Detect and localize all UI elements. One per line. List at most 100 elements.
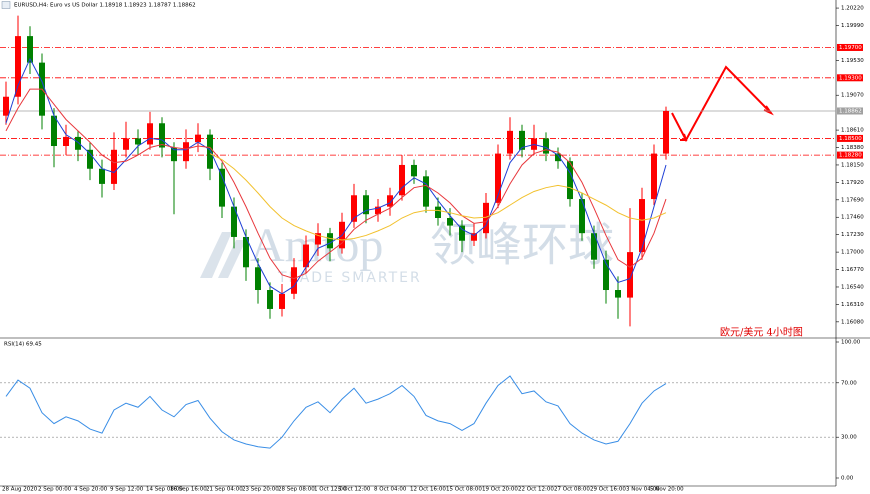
y-tick-label: 1.18610 (841, 128, 864, 134)
y-tick-label: 1.17460 (841, 215, 864, 221)
candle-body (567, 161, 573, 200)
candle-body (15, 36, 21, 97)
rsi-line (5, 375, 667, 449)
candle-body (207, 134, 213, 169)
x-tick-label: 9 Sep 12:00 (110, 487, 144, 493)
x-tick-label: 4 Sep 20:00 (74, 487, 108, 493)
x-tick-label: 5 Oct 12:00 (338, 487, 371, 493)
y-tick-label: 100.00 (841, 340, 861, 346)
y-tick-label: 1.17000 (841, 250, 864, 256)
candle-body (111, 149, 117, 184)
candle-body (555, 153, 561, 162)
candle-body (459, 225, 465, 241)
candle-body (507, 130, 513, 154)
candle-body (243, 236, 249, 268)
moving-average (5, 88, 667, 280)
candle-body (579, 199, 585, 234)
candle-body (543, 138, 549, 154)
candle-body (495, 153, 501, 203)
candle-body (147, 123, 153, 145)
candle-body (219, 168, 225, 207)
price-level-label: 1.18500 (839, 136, 862, 142)
symbol-icon (1, 1, 11, 9)
y-tick-label: 1.18150 (841, 162, 864, 168)
watermark-chinese: 领峰环球 (430, 220, 614, 271)
price-level-box (837, 151, 863, 159)
x-tick-label: 21 Sep 04:00 (206, 487, 243, 493)
candle-body (123, 138, 129, 150)
candle-body (3, 96, 9, 116)
x-tick-label: 15 Oct 08:00 (446, 487, 482, 493)
candle-body (51, 115, 57, 147)
candle-body (639, 199, 645, 253)
candle-body (351, 195, 357, 222)
y-tick-label: 1.19530 (841, 58, 864, 64)
x-tick-label: 23 Sep 20:00 (242, 487, 279, 493)
candle-body (291, 267, 297, 294)
candle-body (471, 233, 477, 241)
y-tick-label: 1.16540 (841, 284, 864, 290)
x-tick-label: 1 Oct 12:00 (314, 487, 347, 493)
forecast-arrow (671, 65, 771, 143)
candle-body (615, 290, 621, 298)
x-tick-label: 5 Nov 20:00 (650, 487, 684, 493)
watermark-tagline: TRADE SMARTER (277, 270, 422, 286)
candle-body (231, 206, 237, 237)
price-level-box (837, 74, 863, 82)
price-level-box (837, 134, 863, 142)
candle-body (303, 244, 309, 268)
candle-body (159, 123, 165, 148)
candle-body (411, 164, 417, 177)
y-tick-label: 1.17920 (841, 180, 864, 186)
rsi-title: RSI(14) 69.45 (4, 342, 42, 348)
x-tick-label: 2 Sep 00:00 (38, 487, 72, 493)
candle-body (651, 153, 657, 200)
y-tick-label: 1.19070 (841, 93, 864, 99)
y-tick-label: 0.00 (841, 476, 854, 482)
chart-header: EURUSD,H4: Euro vs US Dollar 1.18918 1.1… (14, 3, 196, 9)
candle-body (483, 202, 489, 234)
candle-body (387, 195, 393, 207)
x-tick-label: 14 Sep 08:00 (146, 487, 183, 493)
candle-body (375, 206, 381, 215)
y-tick-label: 1.16080 (841, 319, 864, 325)
moving-average (209, 153, 667, 241)
candle-body (87, 149, 93, 169)
chart-annotation: 欧元/美元 4小时图 (720, 326, 803, 339)
y-tick-label: 1.18380 (841, 145, 864, 151)
y-tick-label: 1.17690 (841, 197, 864, 203)
candle-body (99, 168, 105, 184)
y-tick-label: 1.16310 (841, 302, 864, 308)
y-tick-label: 30.00 (841, 435, 857, 441)
candle-body (591, 233, 597, 260)
candle-body (399, 164, 405, 196)
candle-body (267, 290, 273, 309)
y-tick-label: 1.20220 (841, 6, 864, 12)
candle-body (27, 36, 33, 63)
y-tick-label: 1.19990 (841, 23, 864, 29)
candle-body (255, 267, 261, 291)
x-tick-label: 28 Sep 08:00 (278, 487, 315, 493)
x-tick-label: 29 Oct 16:00 (590, 487, 626, 493)
candle-body (363, 195, 369, 215)
candle-body (63, 136, 69, 147)
y-tick-label: 1.17230 (841, 232, 864, 238)
candle-body (75, 136, 81, 150)
price-level-box (837, 43, 863, 51)
x-tick-label: 27 Oct 08:00 (554, 487, 590, 493)
candle-body (423, 176, 429, 207)
x-tick-label: 19 Oct 20:00 (482, 487, 518, 493)
price-level-label: 1.18280 (839, 153, 862, 159)
price-level-label: 1.19300 (839, 75, 862, 81)
candle-body (663, 110, 669, 154)
x-tick-label: 8 Oct 04:00 (374, 487, 407, 493)
price-level-label: 1.19700 (839, 45, 862, 51)
y-tick-label: 1.16770 (841, 267, 864, 273)
candle-body (327, 233, 333, 249)
candle-body (315, 233, 321, 245)
candle-body (435, 206, 441, 219)
candle-body (447, 218, 453, 226)
candle-body (279, 293, 285, 309)
price-level-label: 1.18862 (839, 108, 862, 114)
